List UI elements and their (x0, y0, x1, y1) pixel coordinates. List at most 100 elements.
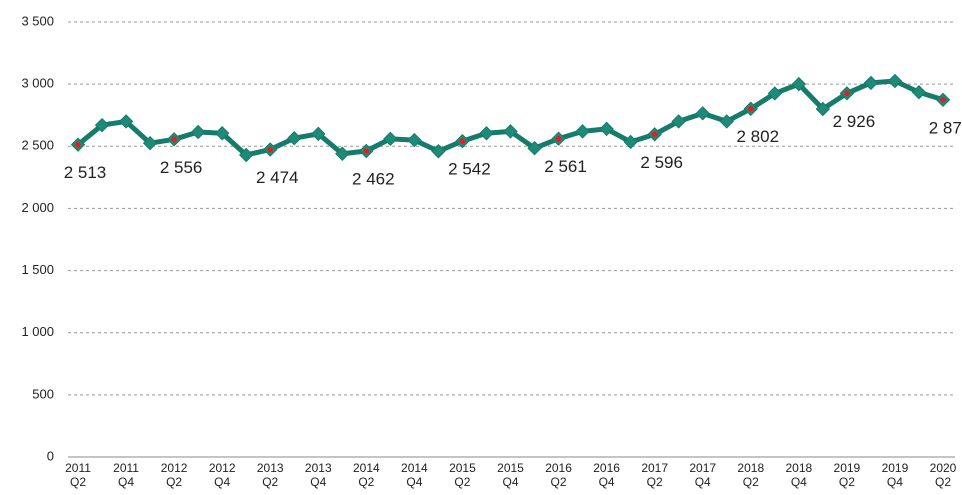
x-tick-label: 2015 Q4 (497, 461, 524, 489)
value-label: 2 542 (448, 160, 491, 179)
marker-highlight (363, 148, 370, 154)
marker-highlight (267, 146, 274, 153)
marker (359, 143, 374, 159)
marker-highlight (459, 138, 466, 144)
x-tick-label: 2014 Q4 (401, 461, 428, 489)
marker-diamond (503, 124, 518, 139)
value-label: 2 874 (929, 118, 962, 137)
marker (287, 131, 302, 146)
marker-diamond (575, 124, 590, 139)
marker-diamond (527, 140, 542, 156)
marker-diamond (311, 126, 326, 142)
marker (70, 137, 86, 152)
marker-diamond (190, 124, 206, 140)
marker (94, 117, 110, 133)
marker (431, 144, 446, 159)
value-label: 2 596 (640, 153, 683, 172)
marker-diamond (719, 114, 734, 129)
marker-diamond (599, 121, 614, 137)
marker-diamond (767, 86, 783, 101)
marker-highlight (747, 105, 754, 112)
x-tick-label: 2014 Q2 (353, 461, 380, 489)
marker (935, 92, 951, 108)
marker-diamond (479, 126, 494, 141)
marker-diamond (623, 134, 638, 150)
marker (791, 76, 807, 92)
y-tick-label: 2 000 (21, 200, 54, 215)
marker-diamond (671, 114, 686, 129)
marker (335, 146, 350, 161)
marker-diamond (815, 101, 831, 117)
marker (551, 131, 566, 146)
marker-highlight (75, 141, 81, 148)
marker (383, 131, 398, 147)
y-tick-label: 3 500 (21, 13, 54, 28)
x-tick-label: 2017 Q4 (689, 461, 716, 489)
marker-highlight (940, 97, 946, 103)
value-label: 2 462 (352, 169, 395, 188)
y-tick-label: 1 000 (21, 324, 54, 339)
marker-diamond (214, 126, 230, 141)
marker (767, 86, 783, 101)
marker-diamond (863, 75, 879, 91)
value-label: 2 561 (544, 157, 587, 176)
marker-highlight (651, 131, 658, 138)
value-label: 2 513 (64, 163, 107, 182)
marker-diamond (142, 135, 158, 151)
x-tick-label: 2015 Q2 (449, 461, 476, 489)
marker (815, 101, 831, 117)
marker-diamond (238, 147, 254, 163)
marker (238, 147, 254, 163)
x-tick-label: 2018 Q2 (737, 461, 764, 489)
x-tick-label: 2016 Q4 (593, 461, 620, 489)
marker (407, 132, 422, 148)
x-tick-label: 2019 Q4 (882, 461, 909, 489)
marker (479, 126, 494, 141)
marker-diamond (431, 144, 446, 159)
marker (671, 114, 686, 129)
marker (887, 73, 903, 89)
marker-diamond (94, 117, 110, 133)
marker (455, 133, 470, 149)
x-tick-label: 2016 Q2 (545, 461, 572, 489)
marker-diamond (407, 132, 422, 148)
marker-diamond (791, 76, 807, 92)
marker (263, 142, 278, 157)
marker-highlight (171, 136, 177, 143)
x-tick-label: 2019 Q2 (834, 461, 861, 489)
x-tick-label: 2012 Q2 (161, 461, 188, 489)
value-label: 2 474 (256, 168, 299, 187)
marker (575, 124, 590, 139)
y-tick-label: 500 (32, 386, 54, 401)
marker (190, 124, 206, 140)
marker-diamond (695, 106, 710, 121)
marker (142, 135, 158, 151)
y-tick-label: 3 000 (21, 76, 54, 91)
x-tick-label: 2011 Q4 (113, 461, 139, 489)
x-tick-label: 2013 Q2 (257, 461, 284, 489)
x-tick-label: 2018 Q4 (785, 461, 812, 489)
marker-highlight (844, 90, 850, 97)
y-tick-label: 1 500 (21, 262, 54, 277)
marker (839, 86, 855, 101)
marker (311, 126, 326, 142)
marker (863, 75, 879, 91)
marker (719, 114, 734, 129)
marker-diamond (118, 114, 134, 129)
marker-diamond (383, 131, 398, 147)
marker (166, 132, 182, 147)
marker (503, 124, 518, 139)
y-tick-label: 0 (47, 448, 54, 463)
x-tick-label: 2012 Q4 (209, 461, 236, 489)
marker-diamond (911, 85, 927, 100)
value-label: 2 926 (833, 112, 876, 131)
marker-diamond (287, 131, 302, 146)
x-tick-label: 2011 Q2 (65, 461, 91, 489)
x-tick-label: 2013 Q4 (305, 461, 332, 489)
y-tick-label: 2 500 (21, 138, 54, 153)
marker-diamond (887, 73, 903, 89)
series-line (76, 78, 944, 158)
marker (623, 134, 638, 150)
marker (118, 114, 134, 129)
